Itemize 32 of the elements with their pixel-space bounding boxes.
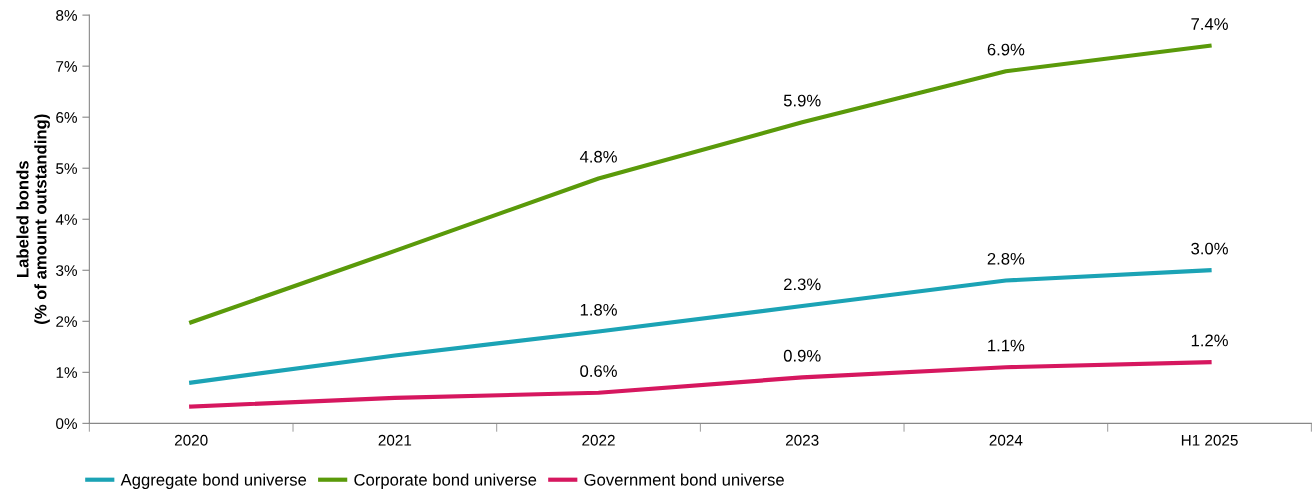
y-tick-label: 2% [56, 316, 77, 327]
data-label: 1.2% [1191, 334, 1228, 347]
data-label: 0.9% [783, 349, 821, 362]
data-label: 2.3% [784, 278, 821, 291]
x-tick-label: 2022 [582, 434, 615, 446]
y-tick-label: 3% [56, 265, 77, 276]
data-label: 1.8% [580, 303, 617, 316]
x-tick-label: 2024 [989, 434, 1023, 446]
legend-label: Aggregate bond universe [120, 473, 307, 489]
x-tick-label: 2023 [785, 434, 819, 446]
x-tick-label: H1 2025 [1181, 434, 1238, 446]
data-label: 5.9% [783, 94, 821, 107]
data-label: 7.4% [1191, 18, 1228, 30]
y-tick-label: 7% [56, 61, 77, 72]
legend-label: Corporate bond universe [354, 473, 537, 489]
x-tick-label: 2021 [378, 434, 412, 446]
data-label: 0.6% [580, 365, 617, 377]
y-tick-label: 6% [56, 112, 77, 123]
legend-label: Government bond universe [584, 473, 784, 486]
y-tick-label: 0% [56, 418, 77, 430]
y-tick-label: 1% [56, 367, 77, 378]
data-label: 2.8% [987, 252, 1025, 265]
data-label: 3.0% [1191, 242, 1228, 255]
y-axis-title: Labeled bonds (% of amount outstanding) [16, 114, 50, 324]
data-label: 4.8% [579, 150, 617, 163]
data-label: 1.1% [988, 339, 1025, 352]
y-tick-label: 4% [55, 214, 77, 225]
y-tick-label: 5% [56, 163, 77, 174]
x-tick-label: 2020 [174, 434, 208, 446]
data-label: 6.9% [987, 43, 1025, 56]
y-tick-label: 8% [56, 9, 77, 21]
line-series [189, 360, 1212, 409]
